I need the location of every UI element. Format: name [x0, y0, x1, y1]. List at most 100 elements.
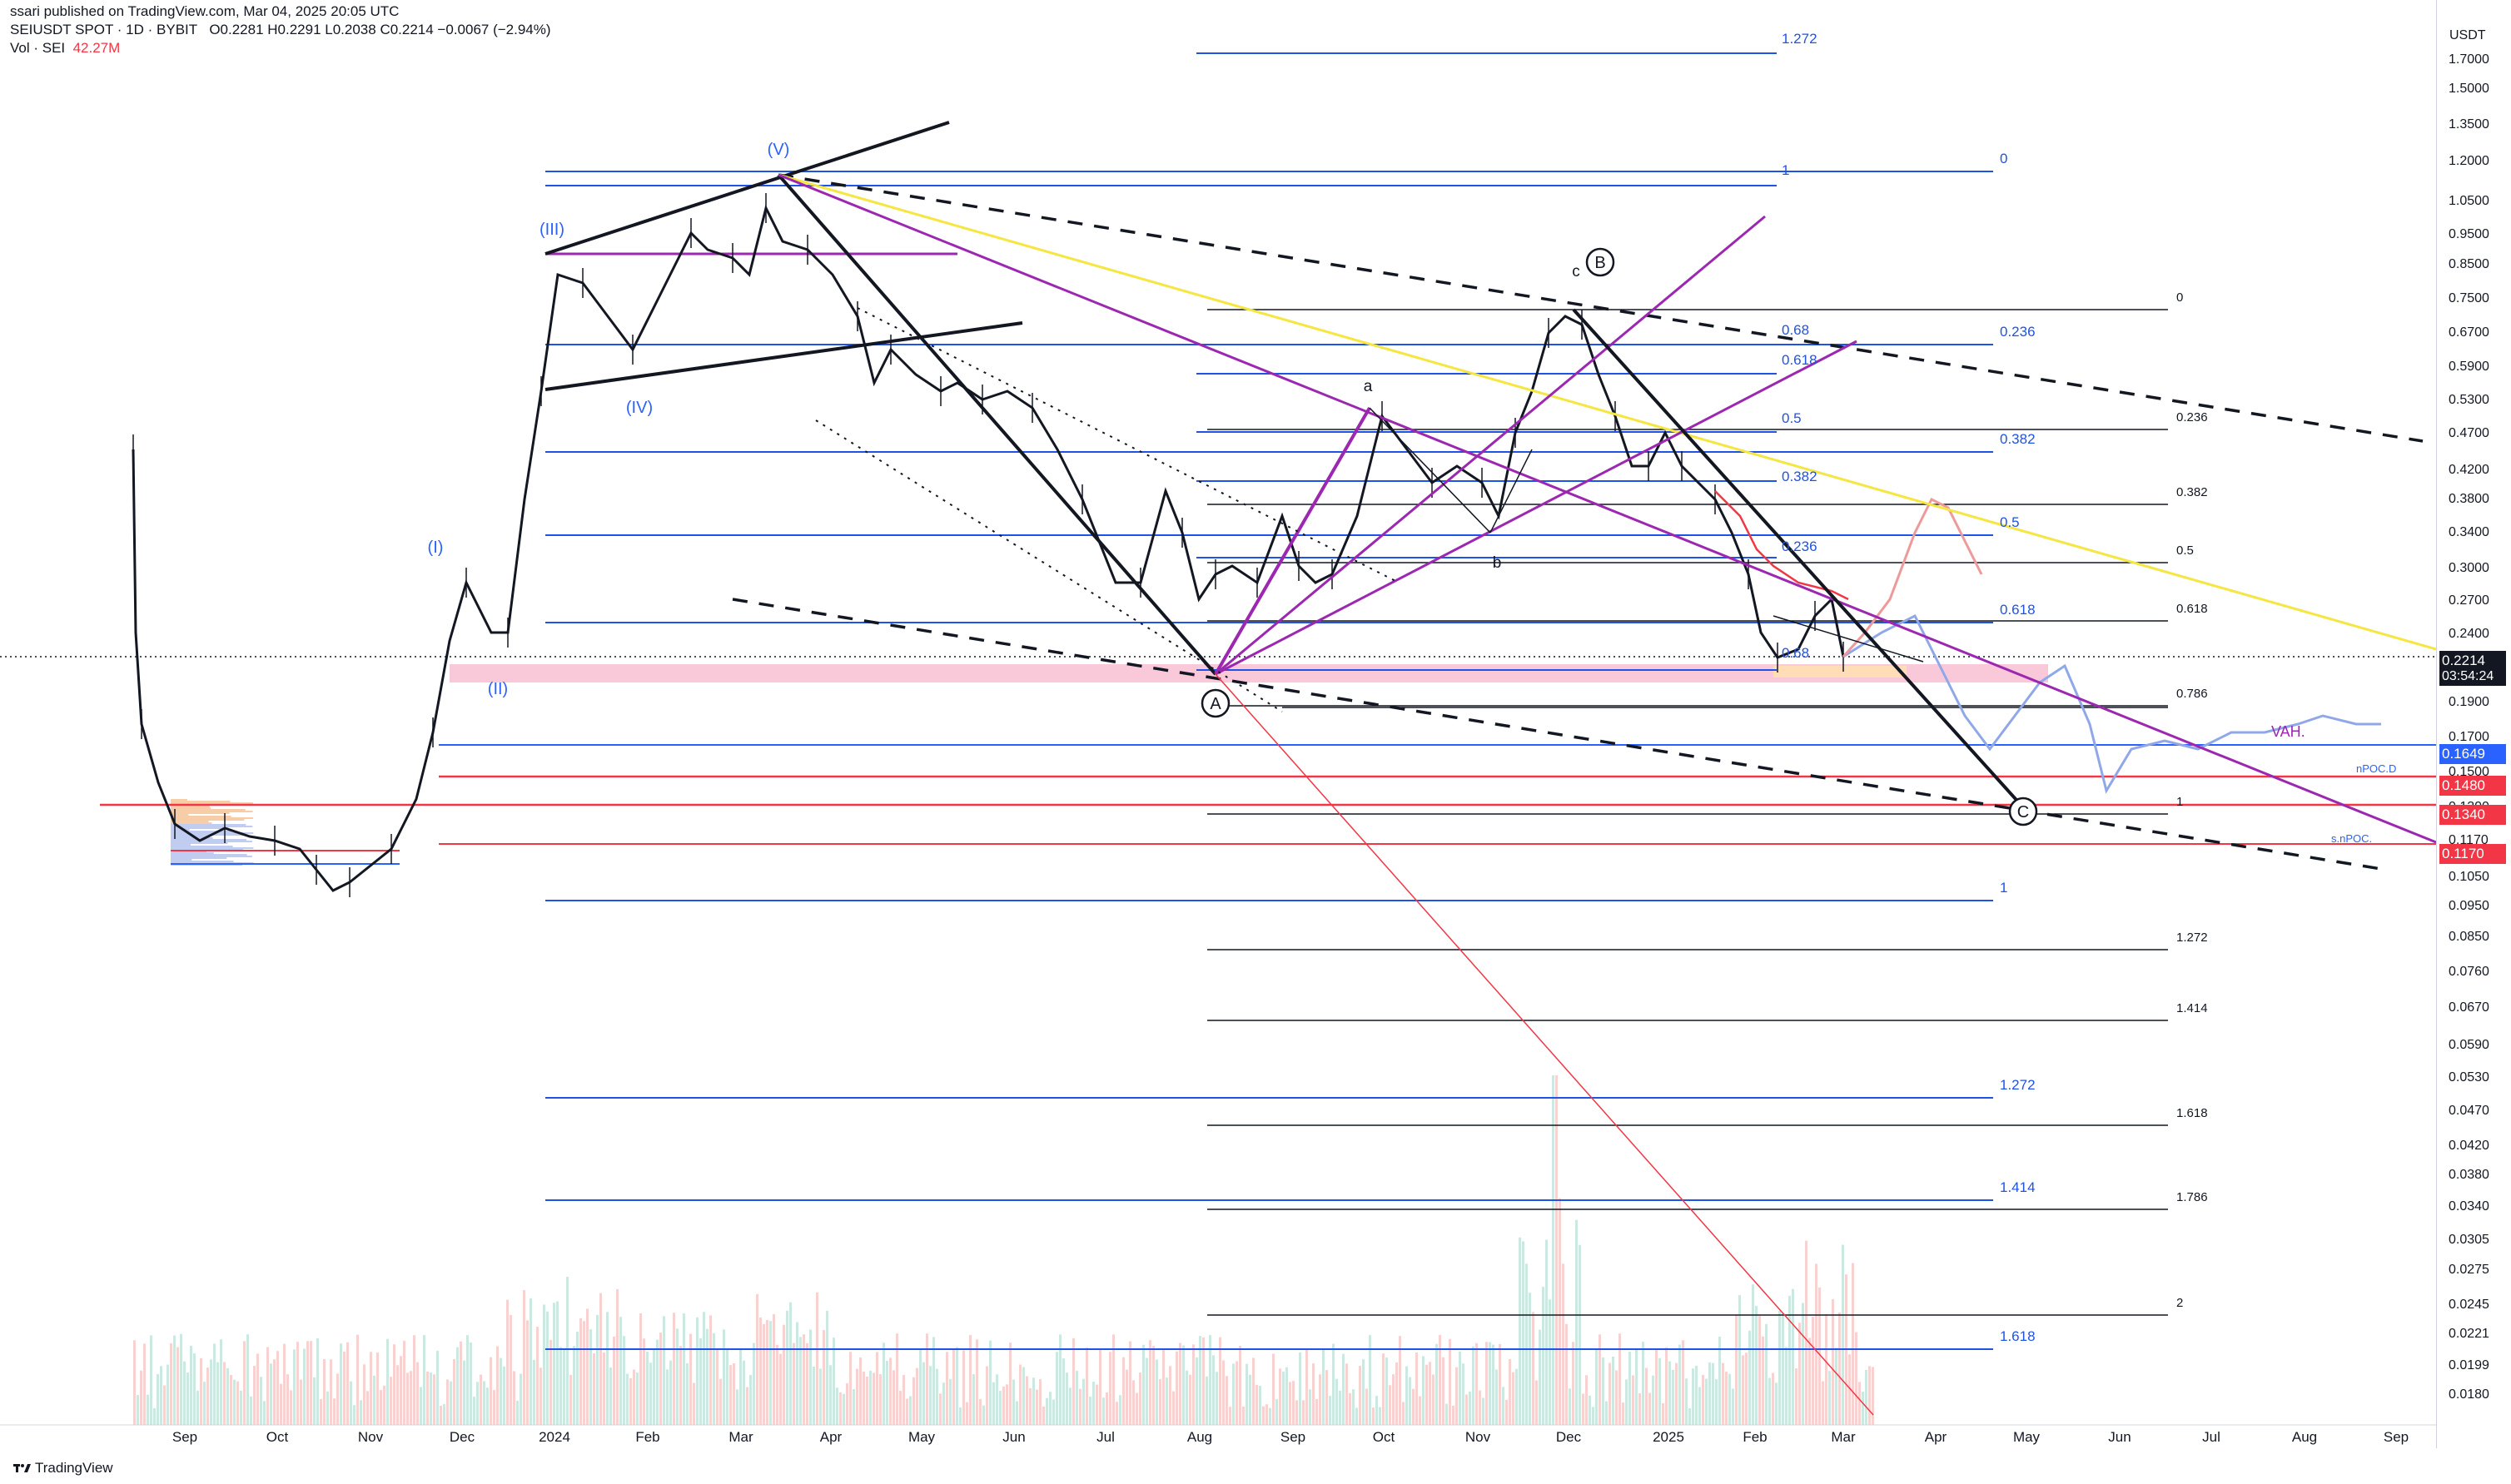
volume-bar	[466, 1335, 469, 1425]
volume-bar	[1862, 1392, 1864, 1425]
projection-paths	[1714, 490, 2381, 794]
red-fan-line	[1215, 673, 1874, 1416]
volume-bar	[756, 1293, 758, 1425]
volume-bar	[316, 1338, 319, 1425]
volume-bar	[163, 1385, 166, 1425]
volume-bar	[1372, 1407, 1375, 1425]
symbol-label[interactable]: SEIUSDT SPOT · 1D · BYBIT	[10, 22, 198, 37]
volume-bar	[1295, 1400, 1298, 1425]
volume-bar	[966, 1402, 968, 1425]
volume-bar	[656, 1339, 659, 1425]
volume-bar	[1409, 1377, 1411, 1425]
volume-bar	[1156, 1359, 1158, 1425]
volume-bar	[1229, 1407, 1231, 1425]
volume-bar	[373, 1375, 375, 1425]
price-tick-label: 0.0760	[2449, 965, 2489, 979]
volume-bar	[1442, 1357, 1444, 1425]
projection-blue-path	[1842, 613, 2381, 794]
volume-bar	[300, 1379, 302, 1425]
volume-bar	[982, 1405, 985, 1425]
volume-bar	[1785, 1347, 1788, 1425]
volume-bar	[313, 1377, 316, 1425]
volume-bar	[1139, 1372, 1141, 1425]
volume-profile-bar	[171, 814, 189, 816]
volume-bar	[972, 1374, 975, 1425]
price-scale[interactable]: 1.7000 1.5000 1.3500 1.2000 1.0500 0.9500 0.85…	[2436, 0, 2511, 1448]
volume-bar	[836, 1387, 838, 1425]
volume-bar	[363, 1364, 365, 1425]
volume-bar	[1695, 1365, 1698, 1425]
price-tick-label: 0.3000	[2449, 561, 2489, 575]
volume-bar	[1542, 1287, 1544, 1425]
volume-bar	[1119, 1395, 1121, 1425]
volume-bar	[1489, 1342, 1491, 1425]
volume-bar	[1132, 1380, 1135, 1425]
volume-bar	[1329, 1396, 1331, 1425]
volume-bar	[1718, 1336, 1721, 1425]
volume-bar	[436, 1350, 439, 1425]
volume-bar	[1389, 1385, 1391, 1425]
volume-bar	[216, 1362, 219, 1425]
volume-bar	[140, 1370, 142, 1425]
volume-bar	[1369, 1335, 1371, 1425]
volume-bar	[233, 1379, 236, 1425]
volume-bar	[696, 1317, 699, 1425]
volume-bar	[839, 1392, 842, 1425]
volume-bar	[616, 1288, 619, 1425]
volume-bar	[986, 1366, 988, 1425]
volume-bar	[160, 1366, 162, 1425]
volume-bar	[1495, 1369, 1498, 1425]
volume-bar	[989, 1340, 992, 1425]
volume-bar	[1146, 1357, 1148, 1425]
volume-bar	[1019, 1364, 1022, 1425]
volume-bar	[186, 1372, 189, 1425]
time-axis-label: 2025	[1653, 1429, 1684, 1445]
volume-bar	[170, 1343, 172, 1425]
volume-bar	[1632, 1375, 1634, 1425]
ohlc-values: O0.2281 H0.2291 L0.2038 C0.2214 −0.0067 …	[209, 22, 551, 37]
volume-bar	[476, 1382, 479, 1425]
volume-bar	[1509, 1358, 1511, 1425]
volume-bar	[143, 1343, 146, 1425]
fib-level-label: 0.618	[1782, 352, 1817, 368]
volume-bar	[223, 1362, 226, 1425]
volume-bar	[260, 1377, 262, 1425]
volume-bar	[1512, 1372, 1514, 1425]
volume-bar	[483, 1381, 485, 1425]
volume-bar	[440, 1405, 442, 1425]
volume-bar	[1762, 1336, 1764, 1425]
volume-bar	[383, 1385, 385, 1425]
volume-bar	[1838, 1312, 1841, 1425]
volume-bar	[849, 1352, 852, 1425]
volume-profile-bar	[171, 832, 254, 834]
volume-bar	[1006, 1384, 1008, 1425]
volume-bar	[523, 1290, 525, 1425]
volume-bar	[1345, 1363, 1348, 1425]
volume-bar	[559, 1347, 562, 1425]
volume-bar	[753, 1343, 755, 1425]
volume-bar	[1192, 1344, 1195, 1425]
volume-bar	[1106, 1392, 1108, 1425]
volume-bar	[776, 1344, 778, 1425]
price-tick-label: 0.0420	[2449, 1139, 2489, 1153]
volume-bar	[1788, 1295, 1791, 1425]
volume-bar	[356, 1334, 359, 1425]
volume-bar	[949, 1378, 952, 1425]
volume-bar	[1628, 1352, 1631, 1425]
volume-bar	[539, 1367, 542, 1425]
volume-bar	[673, 1313, 675, 1425]
time-axis-label: May	[908, 1429, 936, 1445]
volume-bar	[1798, 1323, 1801, 1425]
volume-bar	[1129, 1341, 1131, 1425]
volume-bar	[666, 1369, 669, 1425]
volume-bar	[196, 1390, 199, 1425]
volume-label[interactable]: Vol · SEI	[10, 40, 66, 56]
volume-bar	[979, 1398, 982, 1425]
volume-bar	[1079, 1388, 1081, 1425]
volume-bar	[253, 1365, 256, 1425]
volume-bar	[1655, 1348, 1658, 1425]
fib-level-label: 0.236	[1782, 539, 1817, 554]
price-tick-label: 0.1900	[2449, 695, 2489, 709]
